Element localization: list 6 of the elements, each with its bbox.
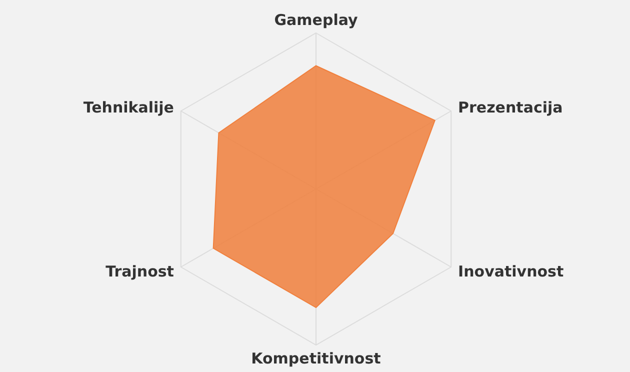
spoke-label: Kompetitivnost <box>251 350 381 368</box>
spoke-label: Prezentacija <box>458 98 563 116</box>
spoke-label: Inovativnost <box>458 262 564 280</box>
spoke-label: Gameplay <box>274 11 358 29</box>
spoke-label: Tehnikalije <box>83 98 174 116</box>
spoke-label: Trajnost <box>106 262 174 280</box>
